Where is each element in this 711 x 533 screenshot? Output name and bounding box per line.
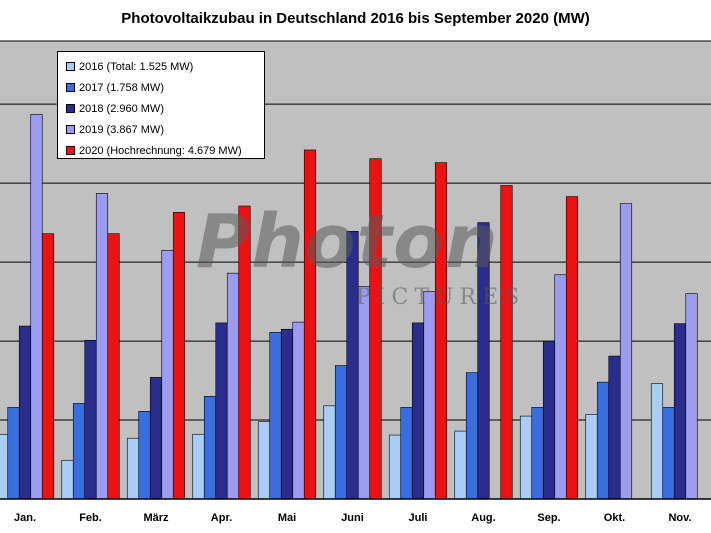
- bar: [149, 377, 163, 500]
- bar: [215, 322, 228, 500]
- bar: [454, 430, 467, 500]
- bar: [7, 407, 20, 500]
- chart-title: Photovoltaikzubau in Deutschland 2016 bi…: [121, 10, 590, 27]
- bar: [585, 414, 598, 500]
- bar: [138, 411, 151, 500]
- bar: [126, 437, 140, 500]
- x-tick-label: Feb.: [79, 512, 102, 524]
- bar: [84, 339, 97, 500]
- bar: [500, 185, 513, 500]
- legend-entry-2017: 2017 (1.758 MW): [66, 77, 264, 98]
- bar: [192, 433, 205, 500]
- bar: [662, 407, 675, 500]
- bar: [400, 407, 413, 500]
- bar: [303, 149, 317, 500]
- bar: [269, 332, 282, 500]
- bar: [41, 233, 55, 500]
- bar: [72, 403, 86, 500]
- legend-label-2019: 2019 (3.867 MW): [79, 123, 164, 136]
- x-tick-label: Sep.: [537, 512, 560, 524]
- legend-swatch-2016: [66, 62, 75, 71]
- legend-entry-2018: 2018 (2.960 MW): [66, 98, 264, 119]
- bar: [203, 396, 217, 500]
- x-tick-label: Mai: [278, 512, 296, 524]
- legend-swatch-2020: [66, 146, 75, 155]
- x-tick-label: Apr.: [211, 512, 232, 524]
- x-tick-label: März: [143, 512, 169, 524]
- bar: [238, 205, 251, 500]
- legend-label-2016: 2016 (Total: 1.525 MW): [79, 60, 194, 73]
- bar: [388, 434, 402, 500]
- x-tick-label: Juni: [341, 512, 364, 524]
- chart-legend: 2016 (Total: 1.525 MW) 2017 (1.758 MW) 2…: [57, 51, 265, 159]
- x-tick-label: Nov.: [668, 512, 691, 524]
- legend-label-2020: 2020 (Hochrechnung: 4.679 MW): [79, 144, 242, 157]
- bar: [542, 340, 556, 500]
- legend-entry-2019: 2019 (3.867 MW): [66, 119, 264, 140]
- legend-swatch-2017: [66, 83, 75, 92]
- bar: [369, 158, 382, 500]
- legend-swatch-2018: [66, 104, 75, 113]
- bar: [477, 222, 490, 500]
- bar: [596, 381, 610, 500]
- bar: [292, 321, 305, 500]
- bar: [0, 433, 9, 500]
- bar: [30, 114, 43, 500]
- bar: [172, 212, 186, 500]
- bar: [531, 407, 544, 500]
- legend-entry-2016: 2016 (Total: 1.525 MW): [66, 56, 264, 77]
- x-tick-label: Okt.: [604, 512, 625, 524]
- bar: [619, 203, 633, 500]
- legend-swatch-2019: [66, 125, 75, 134]
- bar: [565, 196, 579, 500]
- bar: [357, 286, 371, 500]
- bar: [673, 323, 687, 500]
- bar: [423, 291, 436, 500]
- bar: [280, 328, 294, 500]
- bar: [346, 231, 359, 500]
- x-tick-label: Jan.: [14, 512, 36, 524]
- bar: [161, 249, 174, 500]
- bar: [685, 293, 698, 500]
- bar: [18, 325, 32, 500]
- bar: [465, 372, 479, 500]
- legend-label-2018: 2018 (2.960 MW): [79, 102, 164, 115]
- bar: [519, 415, 533, 500]
- legend-entry-2020: 2020 (Hochrechnung: 4.679 MW): [66, 140, 264, 161]
- legend-label-2017: 2017 (1.758 MW): [79, 81, 164, 94]
- bar: [608, 355, 621, 500]
- bar: [650, 383, 664, 500]
- x-tick-label: Juli: [409, 512, 428, 524]
- bar: [257, 421, 271, 500]
- bar: [107, 233, 120, 500]
- bar: [95, 193, 109, 500]
- x-tick-label: Aug.: [471, 512, 495, 524]
- bar: [226, 272, 240, 500]
- bar: [61, 460, 74, 500]
- bar: [411, 322, 425, 500]
- bar: [554, 274, 567, 500]
- bar: [323, 405, 336, 500]
- bar: [434, 162, 448, 500]
- bar: [334, 365, 348, 500]
